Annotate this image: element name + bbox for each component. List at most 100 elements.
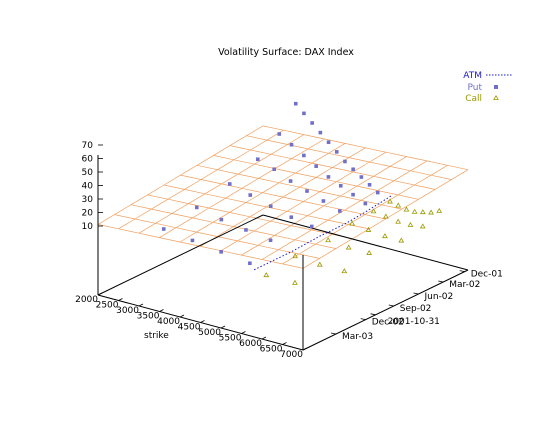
vol-tick-label: 50 bbox=[82, 168, 94, 178]
surface-line-maturity bbox=[229, 145, 436, 190]
call-point bbox=[341, 268, 348, 274]
put-point bbox=[161, 227, 166, 231]
surface-line-maturity bbox=[130, 204, 337, 249]
put-point bbox=[302, 111, 306, 116]
call-point bbox=[419, 209, 426, 215]
call-point bbox=[387, 198, 393, 204]
put-point bbox=[321, 199, 326, 203]
put-point bbox=[288, 179, 293, 183]
put-point bbox=[277, 132, 282, 136]
call-point bbox=[419, 223, 426, 229]
strike-tick-mark bbox=[241, 331, 246, 334]
vol-tick-label: 70 bbox=[82, 141, 94, 151]
strike-tick-mark bbox=[261, 336, 267, 340]
back-floor-edge bbox=[97, 214, 264, 296]
put-point bbox=[248, 261, 252, 266]
put-point bbox=[244, 228, 248, 232]
strike-tick-mark bbox=[220, 325, 226, 329]
strike-axis-label: strike bbox=[144, 331, 169, 341]
put-point bbox=[256, 157, 260, 162]
call-point bbox=[349, 220, 355, 226]
put-point bbox=[268, 238, 273, 243]
strike-tick-label: 4000 bbox=[157, 317, 180, 327]
call-point bbox=[395, 218, 402, 224]
put-point bbox=[289, 142, 294, 147]
put-point bbox=[326, 175, 331, 179]
call-point bbox=[382, 213, 389, 219]
put-point bbox=[272, 167, 276, 172]
maturity-tick-mark bbox=[370, 313, 376, 316]
maturity-tick-mark bbox=[413, 292, 419, 295]
surface-line-maturity bbox=[147, 194, 353, 240]
maturity-tick-mark bbox=[330, 332, 337, 335]
legend-label-call: Call bbox=[465, 94, 482, 104]
call-point bbox=[366, 249, 373, 255]
strike-tick-mark bbox=[159, 309, 164, 312]
chart-title: Volatility Surface: DAX Index bbox=[218, 47, 354, 58]
strike-tick-mark bbox=[302, 347, 308, 351]
put-point bbox=[293, 101, 298, 106]
vol-tick-label: 60 bbox=[82, 155, 94, 165]
vol-tick-label: 30 bbox=[82, 195, 94, 205]
put-point bbox=[289, 215, 294, 220]
strike-tick-label: 4500 bbox=[178, 323, 201, 333]
legend-swatch-call bbox=[493, 95, 499, 100]
strike-tick-mark bbox=[97, 292, 103, 296]
surface-line-maturity bbox=[97, 224, 304, 269]
call-point bbox=[428, 209, 434, 215]
call-point bbox=[325, 237, 332, 243]
call-point bbox=[365, 226, 372, 232]
put-point bbox=[334, 150, 339, 154]
surface-line-maturity bbox=[213, 155, 419, 200]
strike-tick-label: 2000 bbox=[75, 295, 98, 305]
vol-tick-label: 40 bbox=[82, 182, 94, 192]
call-point bbox=[395, 202, 402, 208]
legend-label-put: Put bbox=[467, 83, 482, 93]
maturity-tick-label: Dec-01 bbox=[471, 270, 503, 280]
atm-series-line bbox=[253, 195, 392, 271]
call-point bbox=[403, 206, 410, 212]
strike-tick-mark bbox=[138, 303, 144, 307]
call-point bbox=[316, 261, 323, 267]
call-point bbox=[292, 279, 298, 285]
strike-tick-label: 5500 bbox=[219, 334, 242, 344]
call-point bbox=[382, 233, 388, 239]
call-point bbox=[345, 244, 352, 250]
strike-tick-label: 6000 bbox=[239, 339, 262, 349]
put-point bbox=[338, 183, 343, 188]
surface-line-maturity bbox=[114, 214, 320, 259]
strike-tick-label: 5000 bbox=[198, 328, 221, 338]
put-point bbox=[351, 167, 355, 172]
call-point bbox=[398, 237, 405, 243]
put-point bbox=[309, 224, 314, 229]
put-point bbox=[359, 175, 364, 179]
strike-tick-label: 2500 bbox=[96, 301, 119, 311]
maturity-tick-mark bbox=[388, 304, 394, 307]
put-point bbox=[326, 140, 331, 145]
vol-tick-label: 10 bbox=[82, 222, 94, 232]
put-point bbox=[219, 217, 224, 222]
surface-line-maturity bbox=[180, 174, 386, 220]
put-point bbox=[194, 205, 199, 210]
legend-label-atm: ATM bbox=[463, 71, 482, 81]
maturity-tick-mark bbox=[459, 270, 465, 272]
put-point bbox=[343, 159, 347, 164]
surface-line-maturity bbox=[163, 184, 370, 230]
call-point bbox=[436, 207, 443, 213]
put-point bbox=[363, 201, 368, 206]
maturity-tick-label: 2001-10-31 bbox=[388, 317, 440, 327]
put-point bbox=[338, 209, 342, 213]
volatility-surface-mesh bbox=[97, 125, 469, 269]
maturity-axis-line bbox=[302, 269, 469, 351]
maturity-tick-label: Mar-02 bbox=[449, 280, 480, 290]
put-point bbox=[190, 238, 195, 243]
strike-tick-label: 7000 bbox=[280, 350, 303, 360]
put-point bbox=[375, 190, 380, 195]
call-point bbox=[263, 272, 270, 278]
put-point bbox=[227, 182, 232, 186]
strike-axis-ticks: 2000250030003500400045005000550060006500… bbox=[75, 292, 308, 360]
call-point bbox=[370, 208, 377, 214]
